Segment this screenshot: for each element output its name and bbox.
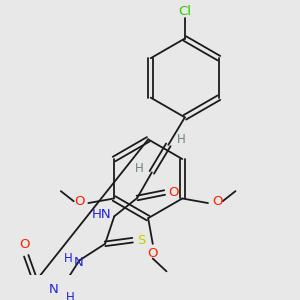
Text: HN: HN [92, 208, 111, 221]
Text: N: N [74, 256, 83, 269]
Text: O: O [74, 195, 84, 208]
Text: H: H [66, 290, 75, 300]
Text: O: O [169, 186, 179, 199]
Text: N: N [49, 283, 58, 296]
Text: S: S [138, 234, 146, 247]
Text: H: H [64, 252, 73, 265]
Text: Cl: Cl [178, 4, 191, 17]
Text: H: H [135, 162, 143, 175]
Text: O: O [19, 238, 30, 251]
Text: O: O [148, 247, 158, 260]
Text: O: O [212, 195, 222, 208]
Text: H: H [177, 133, 185, 146]
